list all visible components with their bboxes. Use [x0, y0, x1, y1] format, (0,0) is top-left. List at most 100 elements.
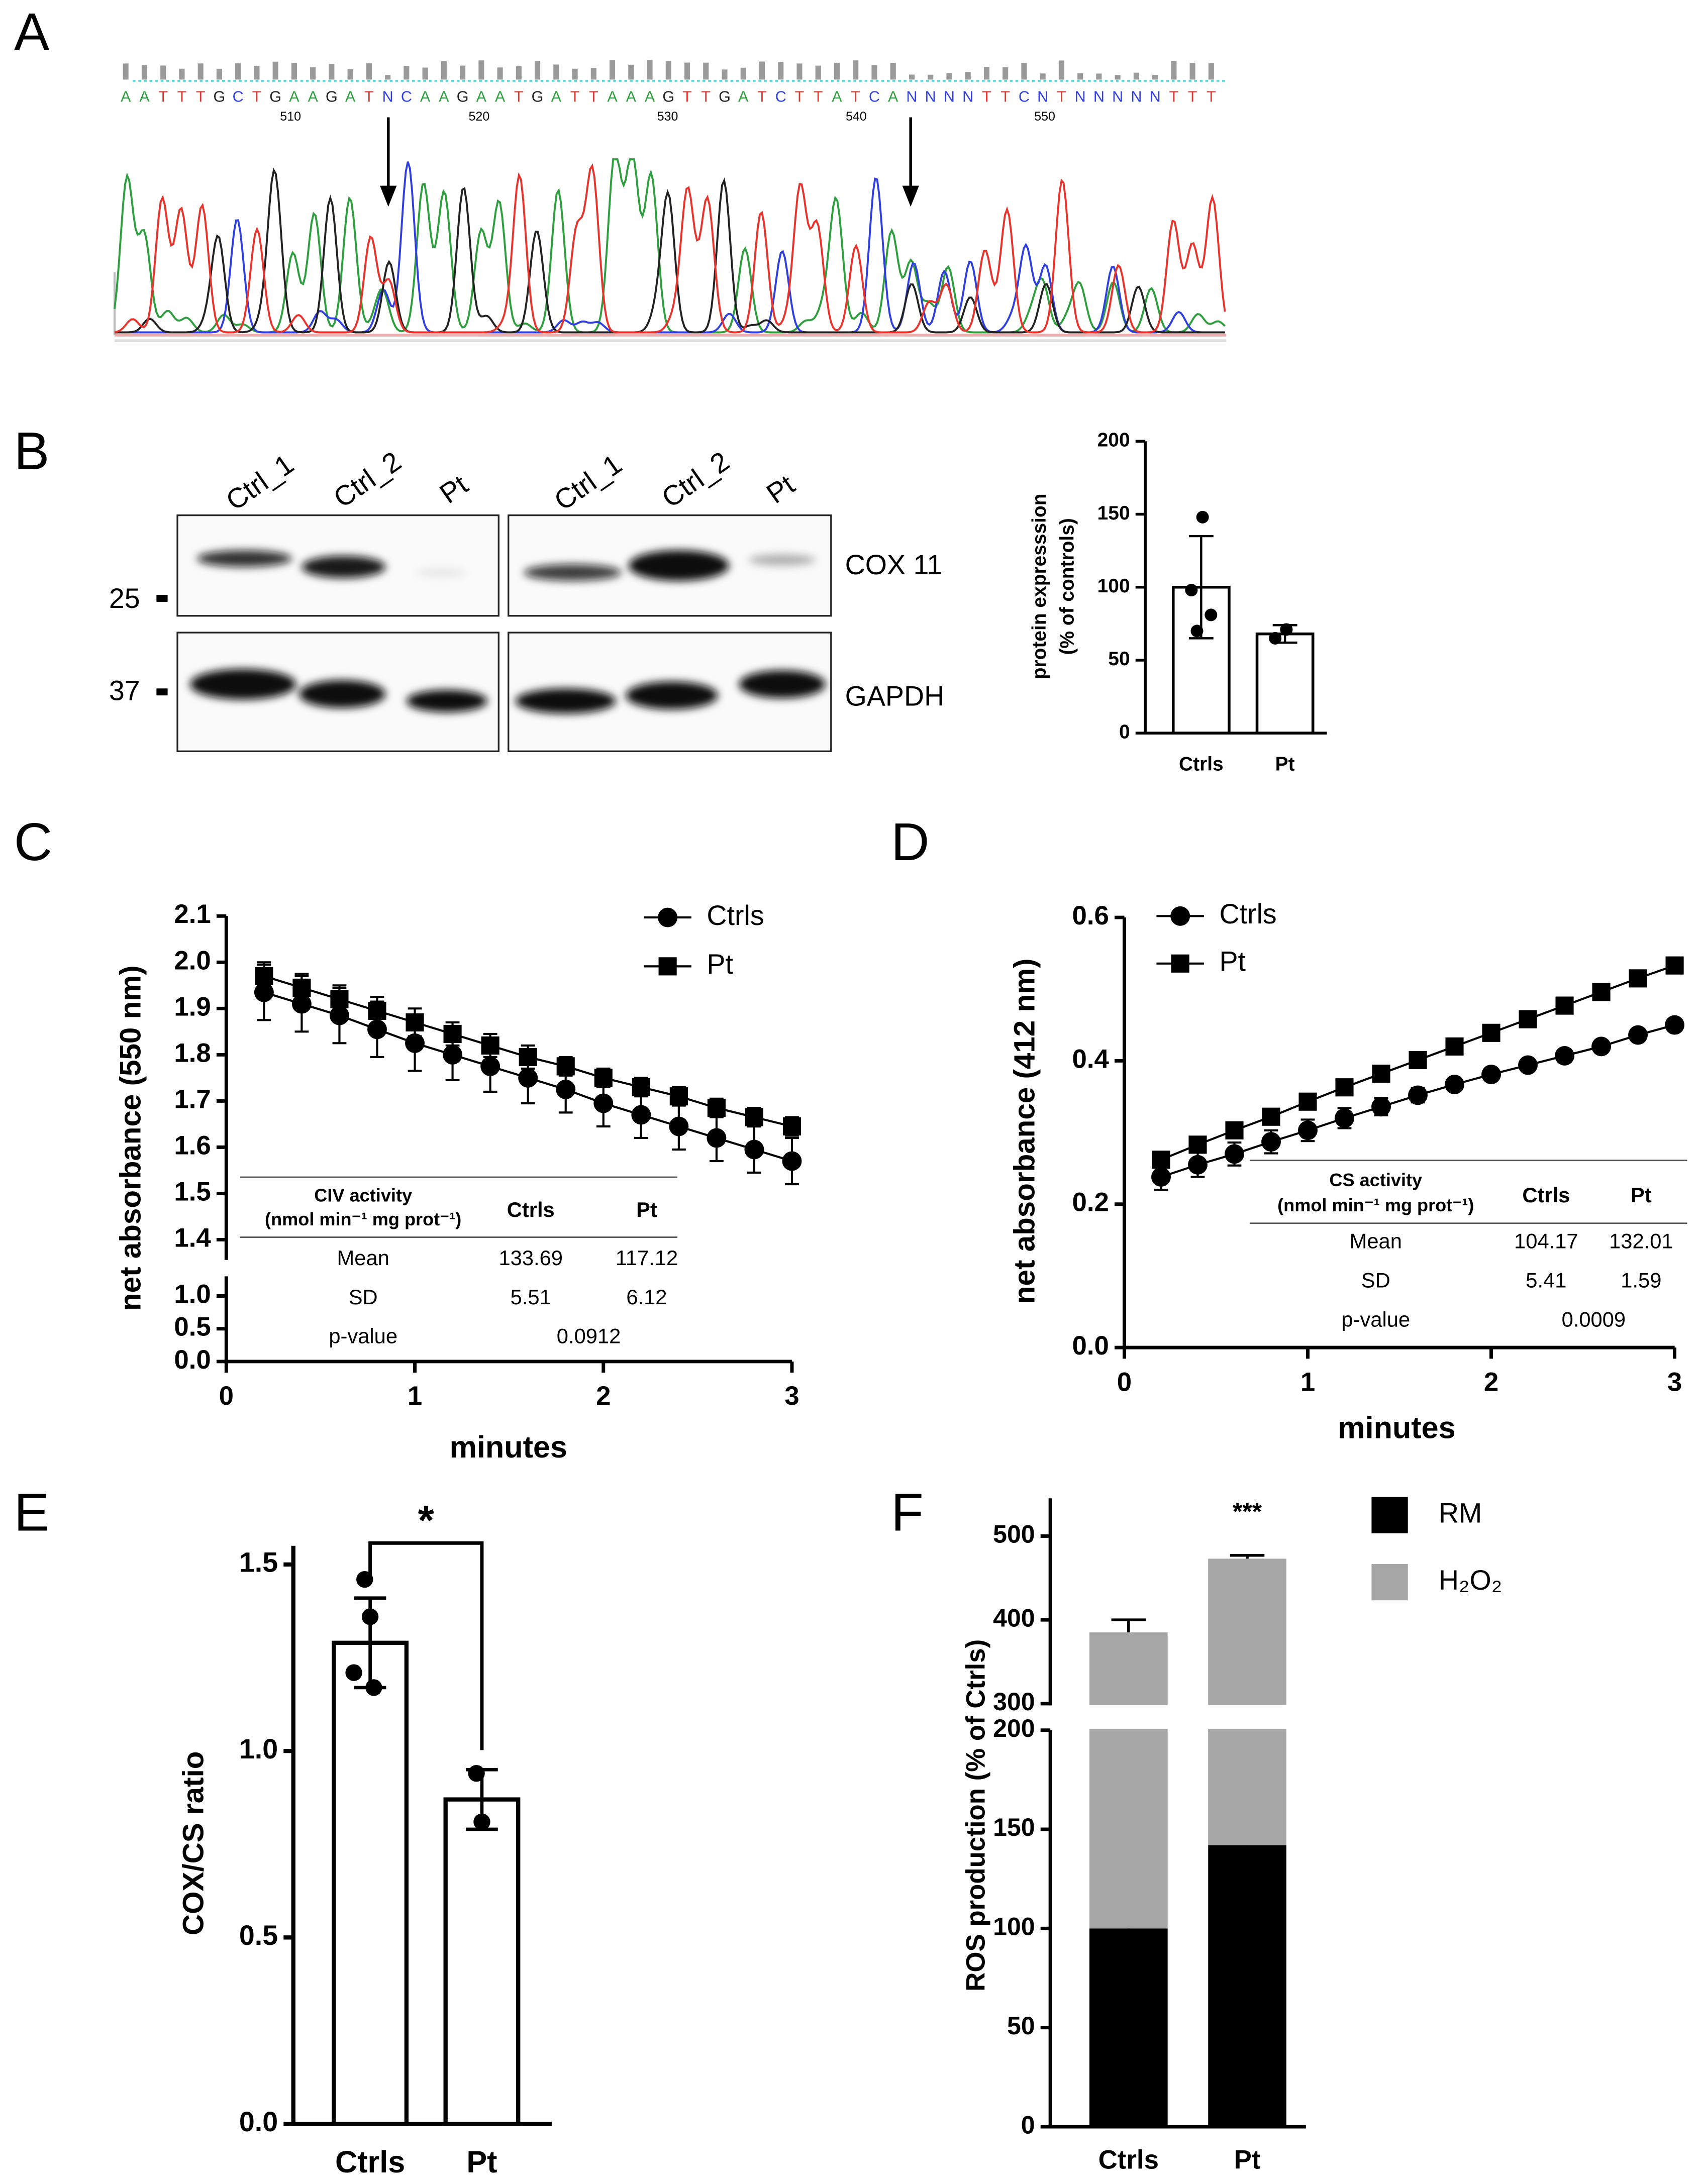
- table-cell: 0.0009: [1562, 1307, 1626, 1331]
- y-tick-label: 500: [993, 1520, 1035, 1548]
- legend-label: Pt: [707, 949, 733, 980]
- data-point: [368, 1001, 386, 1020]
- x-tick-label: 0: [219, 1381, 234, 1411]
- quality-bar: [684, 62, 690, 80]
- data-point: [330, 1005, 349, 1025]
- quality-bar: [853, 60, 859, 80]
- table-row-label: Mean: [1350, 1229, 1402, 1253]
- quality-bar: [422, 67, 428, 80]
- base-call: A: [476, 88, 487, 106]
- marker-tick: [156, 595, 168, 602]
- base-call: T: [1188, 88, 1197, 106]
- data-point: [518, 1068, 538, 1088]
- quality-bar: [1003, 67, 1009, 80]
- data-point: [1665, 1015, 1685, 1035]
- table-column: Ctrls: [507, 1198, 555, 1221]
- base-call: T: [814, 88, 823, 106]
- base-call: G: [532, 88, 544, 106]
- y-tick-label: 0.5: [174, 1312, 211, 1342]
- data-point: [1269, 632, 1282, 645]
- legend-label: RM: [1439, 1497, 1482, 1528]
- table-cell: 133.69: [498, 1246, 563, 1270]
- base-call: T: [158, 88, 168, 106]
- quality-bar: [815, 65, 821, 80]
- quality-bar: [1133, 72, 1139, 80]
- base-call: C: [869, 88, 880, 106]
- data-point: [632, 1078, 650, 1096]
- base-call: N: [1112, 88, 1123, 106]
- data-point: [1152, 1151, 1170, 1169]
- base-call: T: [982, 88, 991, 106]
- base-call: T: [1207, 88, 1216, 106]
- y-tick-label: 0: [1021, 2111, 1035, 2139]
- quality-bar: [1077, 73, 1083, 80]
- y-tick-label: 150: [1097, 502, 1130, 524]
- band: [298, 680, 386, 708]
- y-tick-label: 1.8: [174, 1038, 211, 1068]
- x-tick-label: 0: [1117, 1367, 1132, 1397]
- base-call: A: [645, 88, 655, 106]
- base-call: N: [1093, 88, 1105, 106]
- y-tick-label: 1.0: [174, 1279, 211, 1309]
- quality-bar: [291, 63, 297, 80]
- base-call: G: [326, 88, 338, 106]
- quality-bar: [871, 65, 877, 80]
- band: [302, 556, 386, 578]
- y-tick-label: 1.5: [239, 1547, 278, 1578]
- quality-bar: [1040, 73, 1046, 80]
- data-point: [1519, 1010, 1537, 1028]
- x-tick-label: 1: [408, 1381, 422, 1411]
- marker-label: 37: [109, 675, 140, 706]
- significance-label: ***: [1233, 1498, 1262, 1526]
- y-tick-label: 100: [993, 1913, 1035, 1941]
- data-point: [481, 1036, 499, 1055]
- y-tick-label: 400: [993, 1604, 1035, 1632]
- legend-marker: [658, 957, 677, 976]
- base-call: C: [401, 88, 412, 106]
- y-tick-label: 200: [1097, 430, 1130, 451]
- base-call: G: [214, 88, 226, 106]
- data-point: [1445, 1075, 1464, 1094]
- data-point: [519, 1048, 537, 1067]
- axis-break-gap: [1054, 1705, 1310, 1729]
- panel-label: D: [891, 812, 929, 872]
- data-point: [1196, 510, 1209, 524]
- legend-marker: [1170, 906, 1190, 926]
- base-call: T: [514, 88, 524, 106]
- quality-bar: [665, 61, 671, 80]
- bar: [443, 1797, 521, 2126]
- legend-label: Pt: [1219, 946, 1246, 977]
- data-point: [255, 967, 273, 985]
- base-call: T: [701, 88, 711, 106]
- table-row-label: p-value: [329, 1324, 397, 1348]
- base-call: T: [795, 88, 805, 106]
- y-tick-label: 0.5: [239, 1920, 278, 1951]
- table-cell: 6.12: [626, 1285, 667, 1309]
- table-cell: 5.41: [1526, 1269, 1566, 1292]
- data-point: [292, 978, 311, 997]
- y-tick-label: 1.6: [174, 1130, 211, 1160]
- base-call: A: [626, 88, 637, 106]
- panel-label: B: [14, 422, 49, 481]
- quality-bar: [179, 68, 185, 80]
- quality-bar: [310, 67, 316, 80]
- table-cell: 5.51: [511, 1285, 551, 1309]
- legend-label: Ctrls: [707, 900, 764, 931]
- quality-bar: [497, 67, 503, 80]
- band: [515, 688, 616, 714]
- panel-label: F: [891, 1483, 924, 1542]
- y-tick-label: 0.6: [1072, 901, 1109, 930]
- position-label: 510: [280, 110, 301, 124]
- x-tick-label: Ctrls: [1098, 2145, 1159, 2174]
- base-call: G: [269, 88, 281, 106]
- table-cell: 0.0912: [557, 1324, 621, 1348]
- base-call: A: [738, 88, 749, 106]
- significance-label: *: [418, 1497, 435, 1543]
- quality-bar: [1152, 75, 1158, 80]
- quality-bar: [553, 64, 559, 80]
- quality-bar: [235, 63, 241, 80]
- quality-bar: [609, 60, 616, 80]
- base-call: G: [662, 88, 674, 106]
- base-call: N: [1150, 88, 1161, 106]
